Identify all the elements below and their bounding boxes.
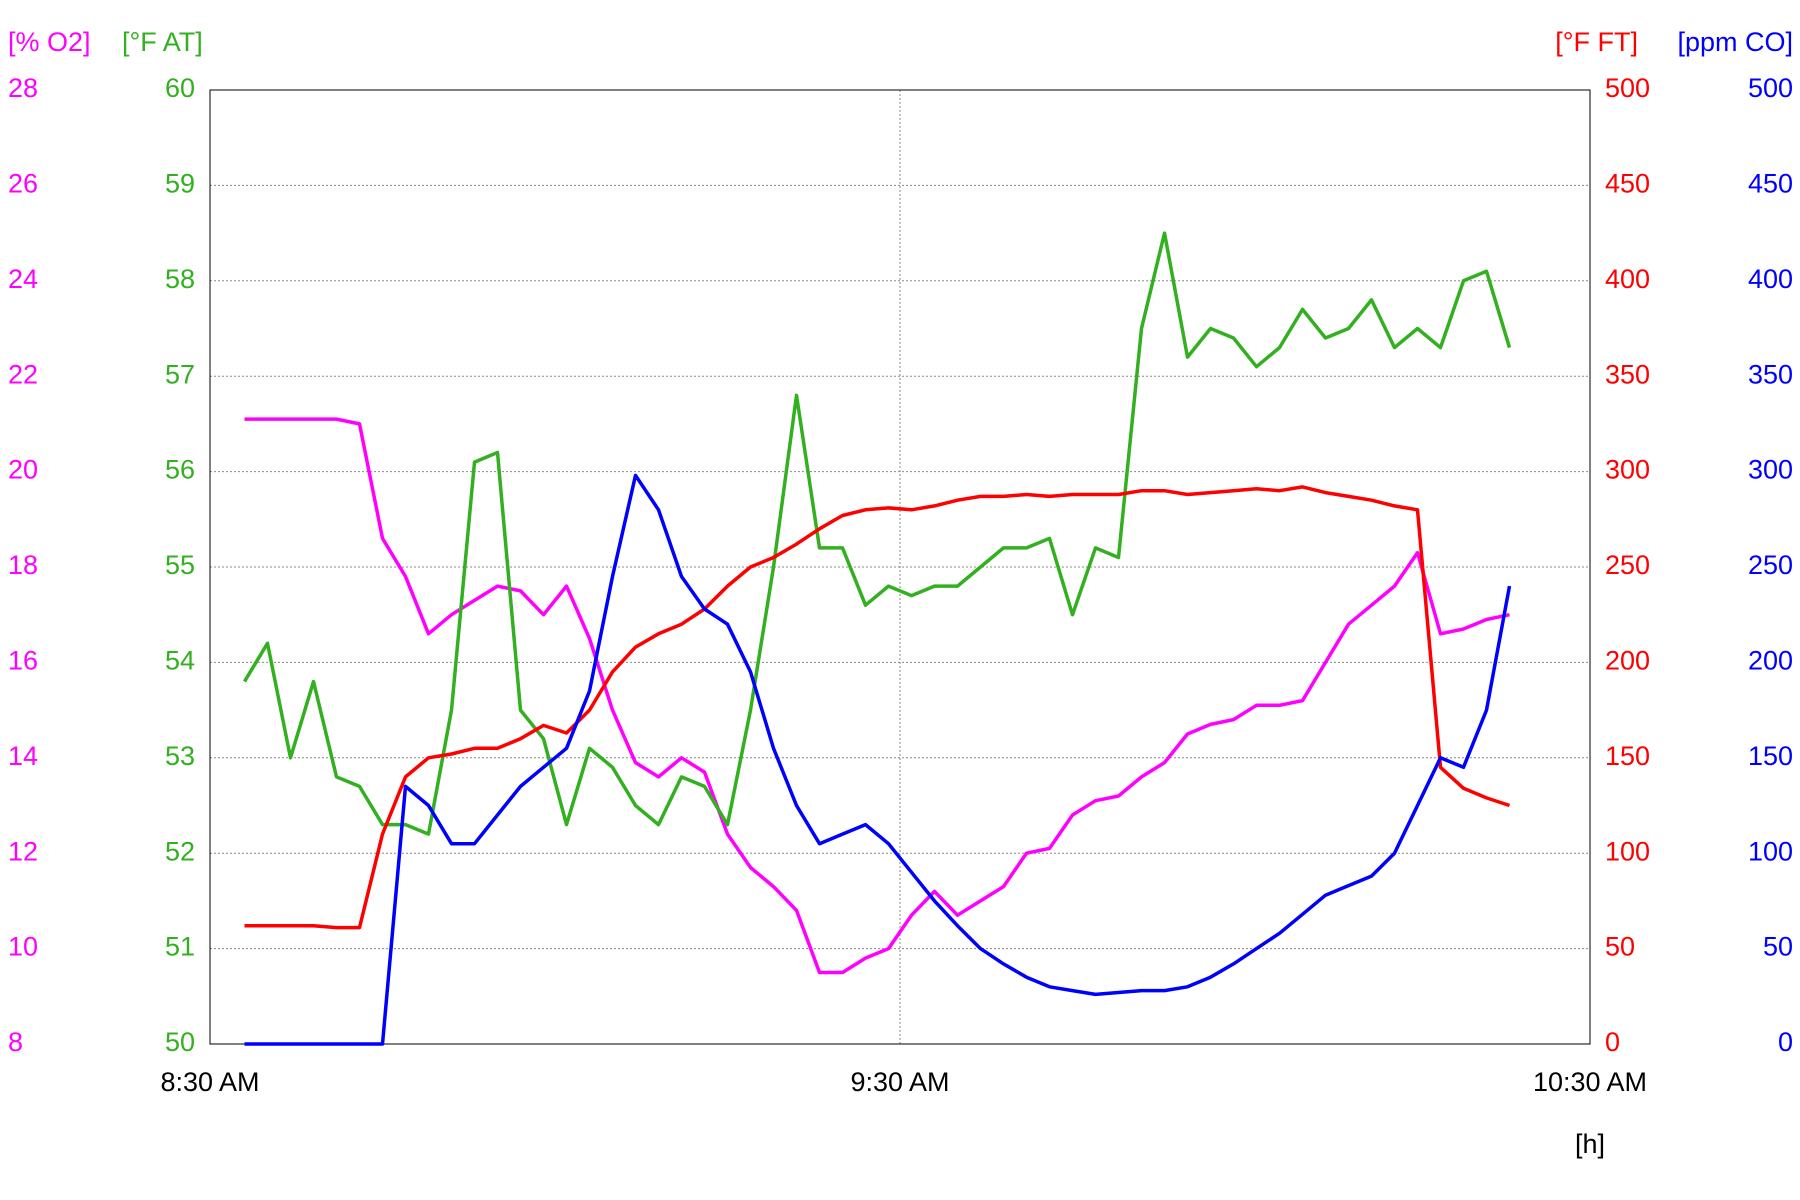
y-tick-label: 200 — [1605, 646, 1650, 676]
series-line — [243, 231, 1512, 836]
y-tick-label: 500 — [1605, 73, 1650, 103]
y-tick-label: 8 — [8, 1027, 23, 1057]
y-tick-label: 18 — [8, 550, 38, 580]
plot-frame — [209, 89, 1591, 1045]
y-tick-label: 53 — [165, 741, 195, 771]
y-tick-label: 58 — [165, 264, 195, 294]
y-tick-label: 20 — [8, 455, 38, 485]
series-line — [244, 473, 1512, 1046]
series-line — [244, 417, 1510, 975]
y-tick-label: 28 — [8, 73, 38, 103]
x-tick-label: 10:30 AM — [1533, 1067, 1647, 1097]
y-tick-label: 400 — [1605, 264, 1650, 294]
axis-title: [ppm CO] — [1677, 27, 1793, 57]
y-tick-label: 57 — [165, 359, 195, 389]
y-tick-label: 59 — [165, 169, 195, 199]
y-tick-label: 55 — [165, 550, 195, 580]
axis-title: [% O2] — [8, 27, 91, 57]
y-tick-label: 500 — [1748, 73, 1793, 103]
y-tick-label: 250 — [1605, 550, 1650, 580]
y-tick-label: 50 — [1605, 932, 1635, 962]
y-tick-label: 51 — [165, 932, 195, 962]
y-tick-label: 250 — [1748, 550, 1793, 580]
y-tick-label: 150 — [1748, 741, 1793, 771]
y-tick-label: 16 — [8, 646, 38, 676]
y-tick-label: 14 — [8, 741, 38, 771]
axis-title: [°F FT] — [1555, 27, 1638, 57]
axis-title: [°F AT] — [122, 27, 203, 57]
y-tick-label: 12 — [8, 836, 38, 866]
y-tick-label: 300 — [1605, 455, 1650, 485]
y-tick-label: 100 — [1605, 836, 1650, 866]
y-tick-label: 50 — [1763, 932, 1793, 962]
y-tick-label: 50 — [165, 1027, 195, 1057]
x-tick-label: 9:30 AM — [850, 1067, 949, 1097]
y-tick-label: 0 — [1605, 1027, 1620, 1057]
y-tick-label: 60 — [165, 73, 195, 103]
y-tick-label: 200 — [1748, 646, 1793, 676]
y-tick-label: 300 — [1748, 455, 1793, 485]
series-line — [244, 485, 1511, 930]
y-tick-label: 350 — [1748, 359, 1793, 389]
y-tick-label: 10 — [8, 932, 38, 962]
y-tick-label: 22 — [8, 359, 38, 389]
y-tick-label: 400 — [1748, 264, 1793, 294]
y-tick-label: 56 — [165, 455, 195, 485]
x-tick-label: 8:30 AM — [160, 1067, 259, 1097]
y-tick-label: 26 — [8, 169, 38, 199]
y-tick-label: 54 — [165, 646, 195, 676]
y-tick-label: 100 — [1748, 836, 1793, 866]
x-axis-label: [h] — [1575, 1129, 1605, 1159]
y-tick-label: 0 — [1778, 1027, 1793, 1057]
y-tick-label: 450 — [1605, 169, 1650, 199]
y-tick-label: 24 — [8, 264, 38, 294]
y-tick-label: 150 — [1605, 741, 1650, 771]
y-tick-label: 52 — [165, 836, 195, 866]
y-tick-label: 450 — [1748, 169, 1793, 199]
y-tick-label: 350 — [1605, 359, 1650, 389]
